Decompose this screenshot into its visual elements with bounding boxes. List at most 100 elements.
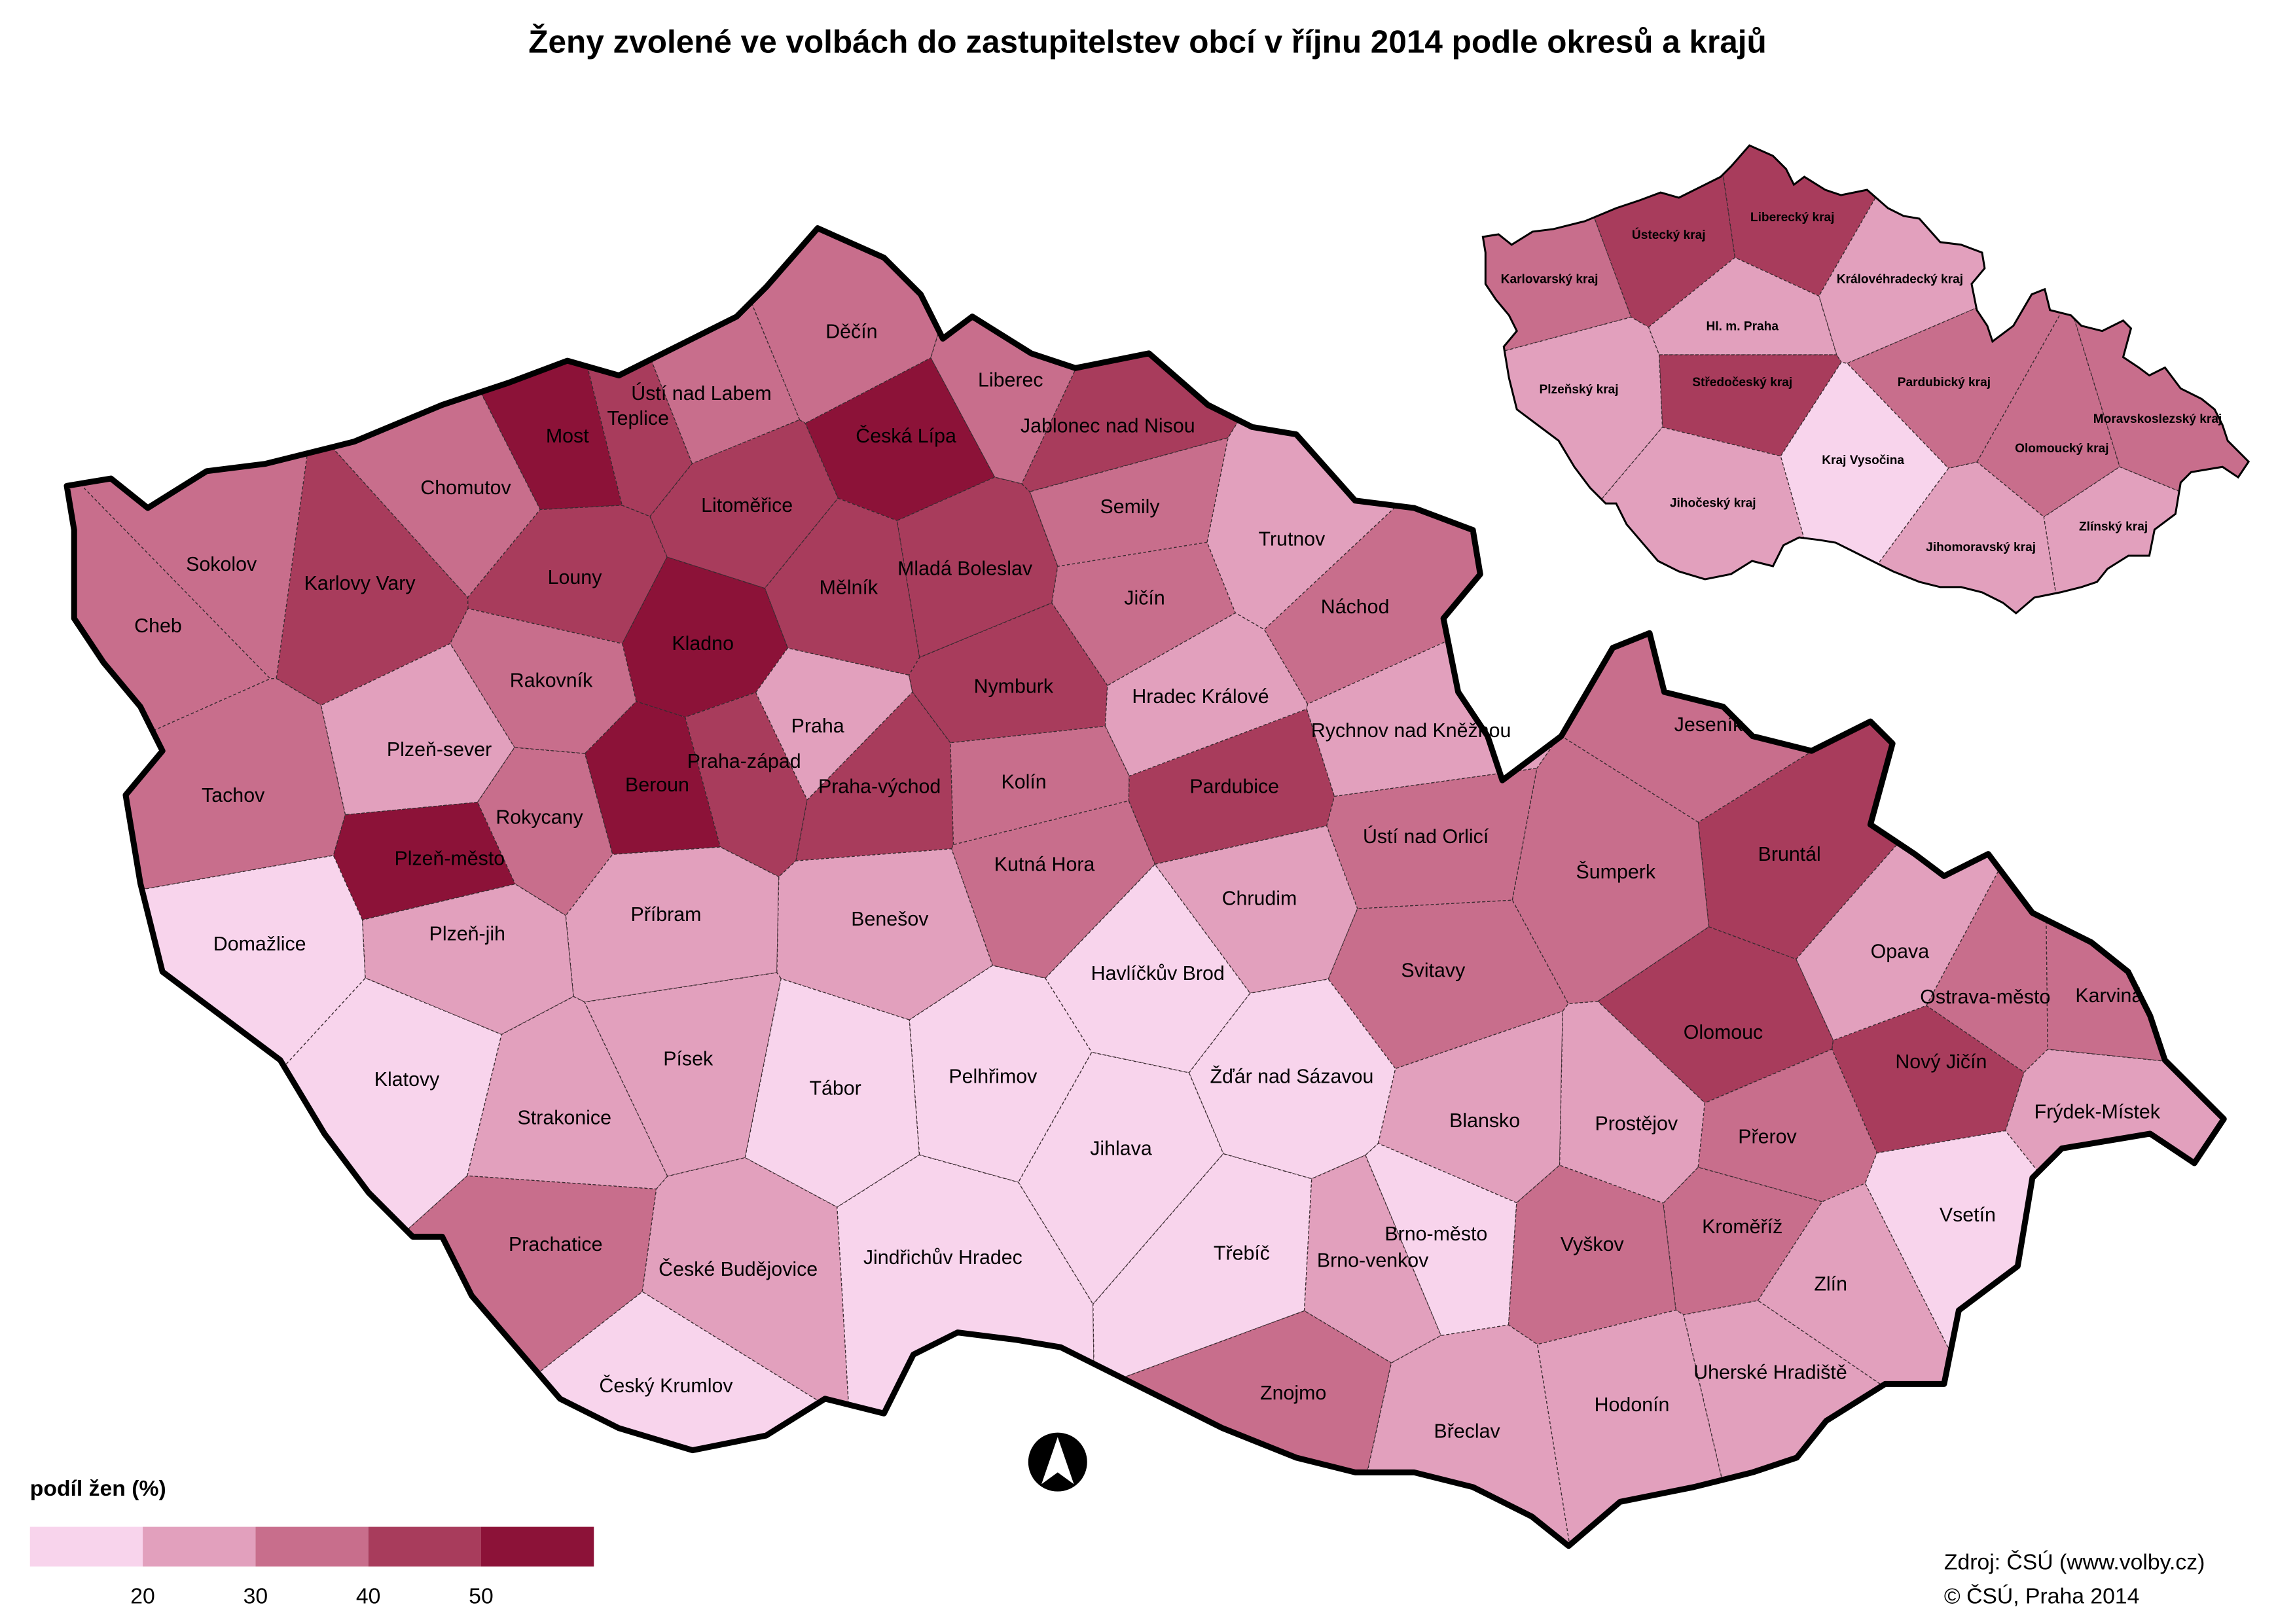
district-label: Brno-venkov bbox=[1317, 1250, 1429, 1272]
district-label: Opava bbox=[1871, 941, 1930, 962]
district-label: Domažlice bbox=[213, 933, 306, 955]
district-label: České Budějovice bbox=[659, 1258, 818, 1280]
district-label: Ostrava-město bbox=[1920, 986, 2050, 1008]
district bbox=[584, 972, 782, 1177]
legend-tick-label: 20 bbox=[130, 1583, 155, 1608]
district-label: Praha bbox=[791, 715, 844, 737]
district bbox=[896, 477, 1058, 659]
region bbox=[1483, 426, 1831, 613]
district-label: Frýdek-Místek bbox=[2034, 1102, 2161, 1123]
region bbox=[2043, 466, 2249, 613]
district-label: Cheb bbox=[134, 615, 182, 637]
district-label: Brno-město bbox=[1384, 1223, 1487, 1245]
district-label: Semily bbox=[1100, 496, 1160, 518]
legend-swatch bbox=[368, 1526, 481, 1567]
region-label: Plzeňský kraj bbox=[1539, 383, 1618, 397]
district-label: Zlín bbox=[1814, 1274, 1847, 1295]
region-label: Pardubický kraj bbox=[1898, 376, 1991, 389]
district-label: Praha-západ bbox=[687, 751, 801, 772]
district-label: Jablonec nad Nisou bbox=[1021, 415, 1195, 437]
district-label: Benešov bbox=[851, 909, 929, 930]
district-label: Blansko bbox=[1449, 1110, 1520, 1132]
region-label: Olomoucký kraj bbox=[2015, 442, 2108, 456]
district-label: Chomutov bbox=[420, 477, 511, 499]
legend-tick-label: 50 bbox=[469, 1583, 494, 1608]
district-label: Rokycany bbox=[496, 807, 583, 829]
district-label: Louny bbox=[548, 567, 603, 588]
district-label: Nymburk bbox=[974, 676, 1054, 697]
district-label: Mělník bbox=[820, 577, 878, 599]
district bbox=[649, 419, 839, 589]
region-label: Středočeský kraj bbox=[1692, 376, 1792, 389]
district-label: Jihlava bbox=[1090, 1138, 1152, 1160]
district-label: Kolín bbox=[1001, 772, 1046, 793]
district-label: Třebíč bbox=[1214, 1242, 1270, 1264]
district bbox=[776, 848, 994, 1020]
district-label: Vyškov bbox=[1561, 1234, 1625, 1255]
district-label: Hradec Králové bbox=[1132, 686, 1269, 708]
region bbox=[1648, 257, 1837, 355]
region-label: Liberecký kraj bbox=[1750, 211, 1835, 225]
region-label: Jihočeský kraj bbox=[1670, 496, 1756, 510]
district-label: Vsetín bbox=[1940, 1204, 1996, 1226]
district-label: Havlíčkův Brod bbox=[1091, 963, 1225, 984]
district-label: Sokolov bbox=[186, 554, 257, 575]
district-label: Kladno bbox=[672, 633, 734, 655]
district-label: Praha-východ bbox=[818, 776, 941, 797]
region-labels: Karlovarský kraj Ústecký kraj Liberecký kr… bbox=[1501, 211, 2222, 554]
district-label: Svitavy bbox=[1401, 960, 1466, 982]
district-label: Tábor bbox=[809, 1078, 861, 1100]
district-label: Přerov bbox=[1738, 1127, 1797, 1148]
legend-swatch bbox=[480, 1526, 594, 1567]
map-title: Ženy zvolené ve volbách do zastupitelste… bbox=[528, 24, 1766, 60]
region-label: Moravskoslezský kraj bbox=[2093, 412, 2222, 426]
region-label: Ústecký kraj bbox=[1632, 228, 1706, 242]
district-label: Jičín bbox=[1124, 587, 1165, 609]
district-label: Most bbox=[546, 425, 589, 447]
district-label: Teplice bbox=[607, 408, 669, 429]
district bbox=[1128, 708, 1335, 865]
inset-border bbox=[1483, 145, 2249, 613]
north-arrow-head bbox=[1041, 1437, 1074, 1485]
country-border bbox=[63, 225, 2227, 1549]
district-label: Pelhřimov bbox=[949, 1066, 1038, 1088]
district-label: Ústí nad Orlicí bbox=[1363, 826, 1489, 848]
district-label: Prachatice bbox=[509, 1234, 602, 1255]
district bbox=[449, 607, 637, 754]
district-label: Liberec bbox=[978, 370, 1043, 391]
district-label: Plzeň-jih bbox=[429, 923, 505, 945]
district bbox=[1021, 228, 1408, 493]
district-label: Plzeň-město bbox=[394, 848, 505, 870]
district bbox=[744, 978, 920, 1208]
district bbox=[1377, 1010, 1564, 1204]
district bbox=[1508, 1164, 1677, 1345]
district-label: Hodonín bbox=[1595, 1394, 1670, 1416]
district-label: Znojmo bbox=[1260, 1382, 1326, 1404]
district-label: Klatovy bbox=[374, 1069, 440, 1091]
legend: 20 30 40 50 bbox=[29, 1526, 594, 1608]
district-label: Chrudim bbox=[1222, 888, 1297, 909]
district-label: Ústí nad Labem bbox=[631, 383, 771, 405]
district bbox=[1328, 899, 1569, 1070]
legend-tick-label: 30 bbox=[244, 1583, 268, 1608]
region-label: Zlínský kraj bbox=[2079, 520, 2148, 533]
region-label: Královéhradecký kraj bbox=[1837, 272, 1963, 286]
district-label: Česká Lípa bbox=[856, 425, 956, 447]
source: Zdroj: ČSÚ (www.volby.cz) bbox=[1944, 1550, 2205, 1575]
district-label: Rychnov nad Kněžnou bbox=[1311, 720, 1511, 742]
copyright: © ČSÚ, Praha 2014 bbox=[1944, 1583, 2140, 1608]
district-label: Litoměřice bbox=[701, 495, 793, 516]
district-label: Prostějov bbox=[1595, 1113, 1678, 1134]
district-label: Plzeň-sever bbox=[387, 739, 492, 761]
district-label: Karviná bbox=[2075, 985, 2142, 1007]
legend-swatch bbox=[255, 1526, 369, 1567]
district-label: Příbram bbox=[630, 904, 701, 926]
district-label: Šumperk bbox=[1576, 861, 1656, 883]
district-label: Trutnov bbox=[1259, 529, 1326, 550]
district-label: Olomouc bbox=[1684, 1022, 1763, 1043]
district-label: Kroměříž bbox=[1702, 1216, 1782, 1238]
district-label: Strakonice bbox=[518, 1107, 611, 1128]
